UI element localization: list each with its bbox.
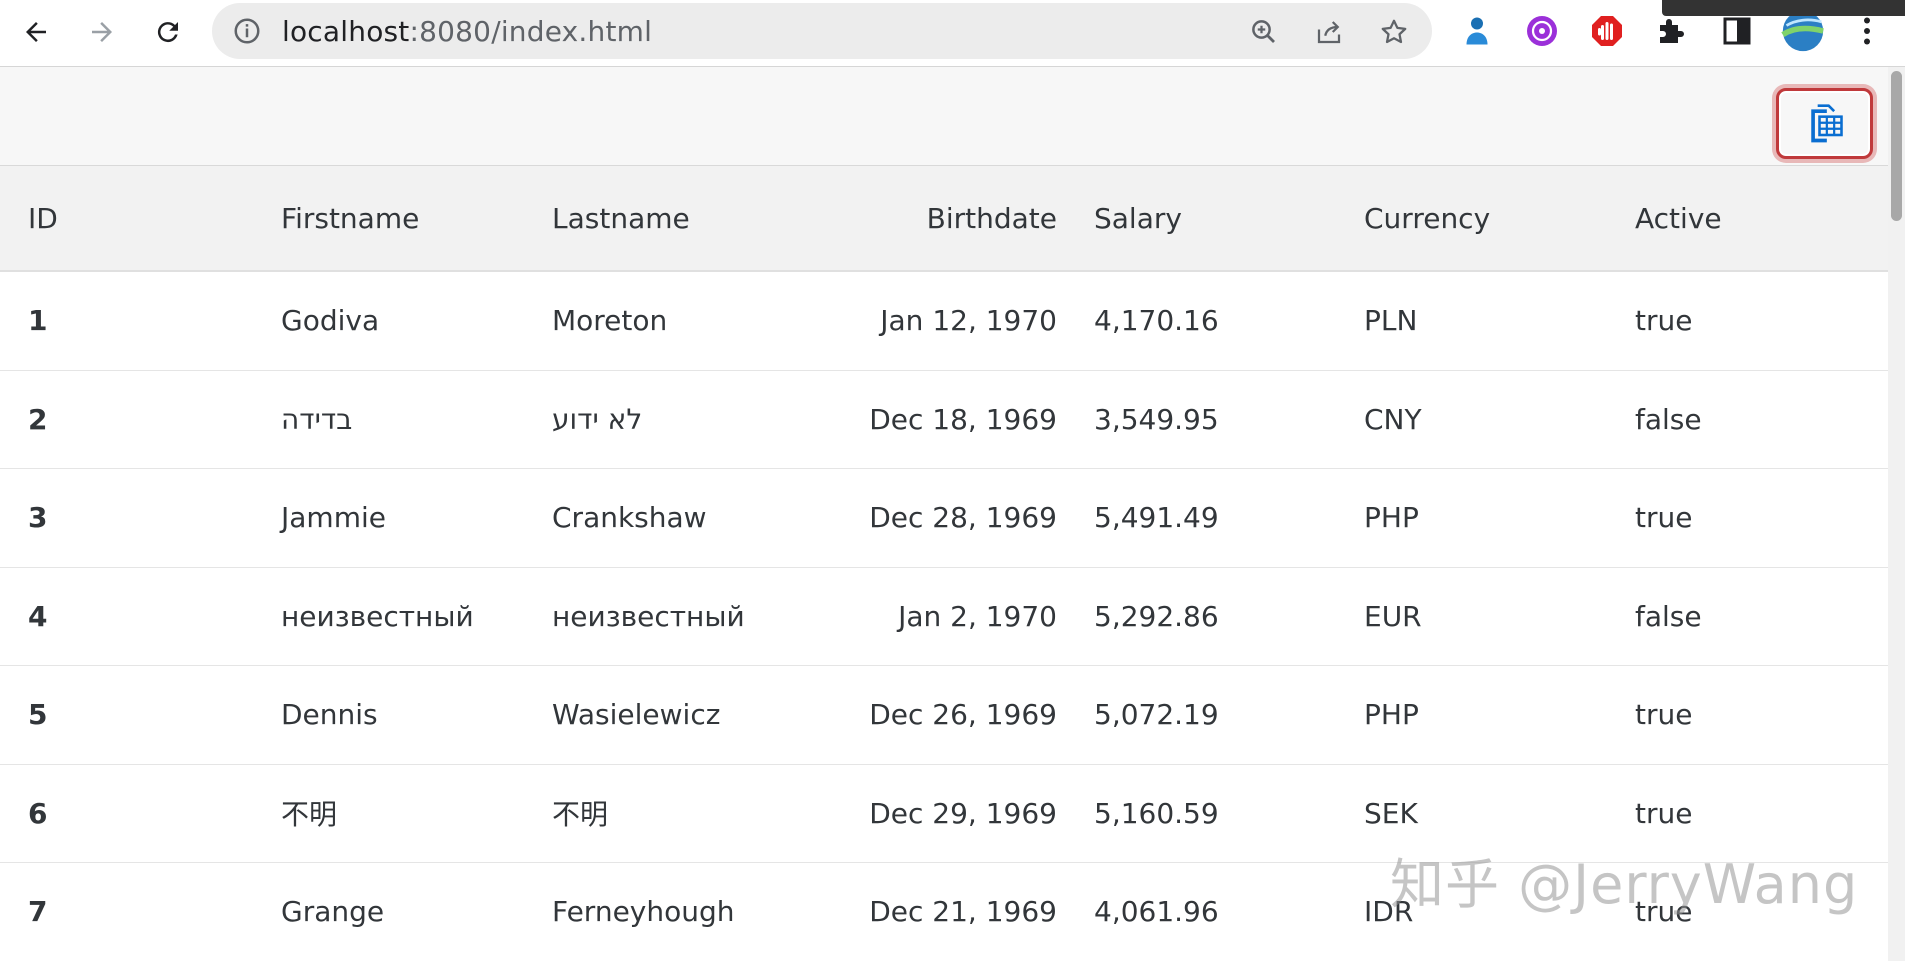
forward-arrow-icon[interactable]: [80, 10, 124, 54]
site-info-icon[interactable]: [232, 16, 262, 46]
cell-firstname: 不明: [281, 798, 338, 832]
url-host: localhost: [282, 15, 410, 48]
cell-firstname: неизвестный: [281, 599, 474, 633]
cell-firstname: Godiva: [281, 304, 380, 338]
more-menu-icon[interactable]: [1848, 12, 1886, 50]
cell-salary: 5,491.49: [1094, 501, 1219, 535]
cell-active: true: [1635, 796, 1693, 830]
header-active[interactable]: Active: [1635, 201, 1722, 235]
export-spreadsheet-icon: [1810, 103, 1843, 142]
table-row[interactable]: 3 Jammie Crankshaw Dec 28, 1969 5,491.49…: [0, 469, 1888, 568]
header-currency[interactable]: Currency: [1364, 201, 1491, 235]
share-icon[interactable]: [1312, 15, 1346, 49]
cell-lastname: Moreton: [552, 304, 668, 338]
cell-id: 2: [28, 402, 48, 436]
cell-salary: 4,061.96: [1094, 895, 1219, 929]
side-panel-icon[interactable]: [1718, 12, 1756, 50]
cell-currency: PLN: [1364, 304, 1418, 338]
header-id[interactable]: ID: [28, 201, 58, 235]
puzzle-extensions-icon[interactable]: [1653, 12, 1691, 50]
cell-birthdate: Jan 2, 1970: [898, 599, 1057, 633]
cell-id: 1: [28, 304, 48, 338]
vertical-scrollbar[interactable]: [1888, 67, 1905, 961]
cell-id: 4: [28, 599, 48, 633]
cell-lastname: לא ידוע: [552, 402, 643, 436]
back-arrow-icon[interactable]: [14, 10, 58, 54]
table-header: ID Firstname Lastname Birthdate Salary C…: [0, 166, 1888, 272]
cell-id: 3: [28, 501, 48, 535]
cell-active: true: [1635, 304, 1693, 338]
browser-toolbar: localhost:8080/index.html: [0, 0, 1905, 67]
cell-lastname: неизвестный: [552, 599, 745, 633]
cell-birthdate: Jan 12, 1970: [880, 304, 1057, 338]
cell-currency: PHP: [1364, 501, 1419, 535]
cell-active: true: [1635, 698, 1693, 732]
watermark: 知乎 @JerryWang: [1390, 853, 1859, 916]
table-row[interactable]: 4 неизвестный неизвестный Jan 2, 1970 5,…: [0, 567, 1888, 666]
extension-purple-icon[interactable]: [1523, 12, 1561, 50]
header-salary[interactable]: Salary: [1094, 201, 1182, 235]
corner-badge: [1662, 0, 1905, 16]
cell-lastname: Ferneyhough: [552, 895, 735, 929]
employee-table: ID Firstname Lastname Birthdate Salary C…: [0, 166, 1888, 961]
cell-currency: EUR: [1364, 599, 1422, 633]
cell-salary: 5,292.86: [1094, 599, 1219, 633]
extension-person-icon[interactable]: [1458, 12, 1496, 50]
cell-salary: 4,170.16: [1094, 304, 1219, 338]
table-toolbar: [0, 67, 1888, 166]
cell-lastname: Crankshaw: [552, 501, 707, 535]
cell-id: 5: [28, 698, 48, 732]
header-lastname[interactable]: Lastname: [552, 201, 690, 235]
adblock-hand-icon[interactable]: [1588, 12, 1626, 50]
address-bar[interactable]: localhost:8080/index.html: [212, 3, 1432, 59]
cell-active: true: [1635, 895, 1693, 929]
header-firstname[interactable]: Firstname: [281, 201, 420, 235]
cell-birthdate: Dec 29, 1969: [869, 796, 1057, 830]
profile-avatar-icon[interactable]: [1780, 8, 1826, 54]
table-row[interactable]: 6 不明 不明 Dec 29, 1969 5,160.59 SEK true: [0, 764, 1888, 863]
cell-birthdate: Dec 18, 1969: [869, 402, 1057, 436]
cell-firstname: Jammie: [281, 501, 386, 535]
bookmark-star-icon[interactable]: [1377, 15, 1411, 49]
cell-birthdate: Dec 26, 1969: [869, 698, 1057, 732]
header-birthdate[interactable]: Birthdate: [926, 201, 1057, 235]
cell-id: 7: [28, 895, 48, 929]
reload-icon[interactable]: [146, 10, 190, 54]
cell-active: false: [1635, 402, 1702, 436]
url-path: :8080/index.html: [409, 15, 653, 48]
cell-currency: CNY: [1364, 402, 1422, 436]
cell-salary: 5,160.59: [1094, 796, 1219, 830]
cell-currency: IDR: [1364, 895, 1414, 929]
cell-lastname: Wasielewicz: [552, 698, 721, 732]
cell-lastname: 不明: [552, 798, 609, 832]
scrollbar-thumb[interactable]: [1891, 71, 1902, 221]
zoom-icon[interactable]: [1247, 15, 1281, 49]
cell-active: true: [1635, 501, 1693, 535]
cell-birthdate: Dec 21, 1969: [869, 895, 1057, 929]
table-row[interactable]: 5 Dennis Wasielewicz Dec 26, 1969 5,072.…: [0, 666, 1888, 765]
cell-firstname: Dennis: [281, 698, 378, 732]
table-row[interactable]: 2 בדידה לא ידוע Dec 18, 1969 3,549.95 CN…: [0, 370, 1888, 469]
cell-currency: SEK: [1364, 796, 1418, 830]
cell-id: 6: [28, 796, 48, 830]
cell-currency: PHP: [1364, 698, 1419, 732]
cell-active: false: [1635, 599, 1702, 633]
cell-salary: 3,549.95: [1094, 402, 1219, 436]
table-row[interactable]: 7 Grange Ferneyhough Dec 21, 1969 4,061.…: [0, 863, 1888, 961]
export-spreadsheet-button[interactable]: [1776, 88, 1873, 159]
cell-birthdate: Dec 28, 1969: [869, 501, 1057, 535]
cell-firstname: Grange: [281, 895, 385, 929]
table-row[interactable]: 1 Godiva Moreton Jan 12, 1970 4,170.16 P…: [0, 272, 1888, 371]
cell-salary: 5,072.19: [1094, 698, 1219, 732]
url-text: localhost:8080/index.html: [282, 16, 652, 48]
cell-firstname: בדידה: [281, 402, 353, 436]
